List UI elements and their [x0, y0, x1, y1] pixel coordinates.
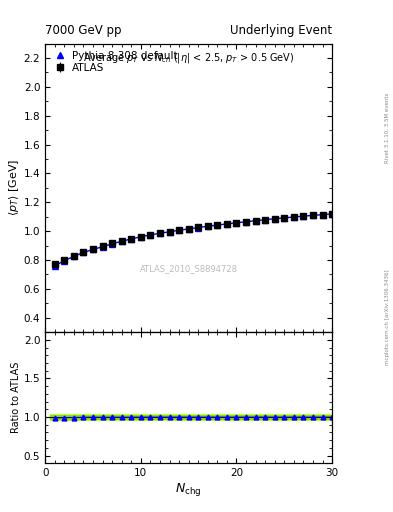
Text: mcplots.cern.ch [arXiv:1306.3436]: mcplots.cern.ch [arXiv:1306.3436]	[385, 270, 389, 365]
Pythia 8.308 default	[282, 215, 286, 221]
Pythia 8.308 default	[177, 227, 182, 233]
Text: Rivet 3.1.10, 3.5M events: Rivet 3.1.10, 3.5M events	[385, 93, 389, 163]
Text: Underlying Event: Underlying Event	[230, 24, 332, 37]
Pythia 8.308 default	[206, 223, 210, 229]
Pythia 8.308 default	[253, 218, 258, 224]
Pythia 8.308 default	[91, 246, 95, 252]
Text: Average $p_T$ vs $N_{ch}$ ($|\eta|$ < 2.5, $p_T$ > 0.5 GeV): Average $p_T$ vs $N_{ch}$ ($|\eta|$ < 2.…	[83, 51, 294, 65]
Pythia 8.308 default	[196, 224, 200, 230]
Pythia 8.308 default	[110, 241, 114, 247]
Pythia 8.308 default	[100, 244, 105, 250]
Pythia 8.308 default	[272, 216, 277, 222]
Y-axis label: $\langle p_T \rangle$ [GeV]: $\langle p_T \rangle$ [GeV]	[7, 159, 21, 217]
Pythia 8.308 default	[310, 212, 315, 219]
Y-axis label: Ratio to ATLAS: Ratio to ATLAS	[11, 362, 21, 434]
Pythia 8.308 default	[320, 211, 325, 218]
Line: Pythia 8.308 default: Pythia 8.308 default	[52, 211, 335, 269]
X-axis label: $N_{\rm chg}$: $N_{\rm chg}$	[175, 481, 202, 498]
Pythia 8.308 default	[234, 220, 239, 226]
Pythia 8.308 default	[330, 211, 334, 217]
Pythia 8.308 default	[81, 249, 86, 255]
Pythia 8.308 default	[52, 263, 57, 269]
Text: ATLAS_2010_S8894728: ATLAS_2010_S8894728	[140, 264, 238, 273]
Pythia 8.308 default	[301, 213, 306, 219]
Pythia 8.308 default	[138, 233, 143, 240]
Text: 7000 GeV pp: 7000 GeV pp	[45, 24, 122, 37]
Pythia 8.308 default	[292, 214, 296, 220]
Pythia 8.308 default	[158, 230, 162, 237]
Pythia 8.308 default	[167, 229, 172, 235]
Pythia 8.308 default	[148, 232, 153, 238]
Pythia 8.308 default	[129, 236, 134, 242]
Pythia 8.308 default	[62, 258, 67, 264]
Pythia 8.308 default	[186, 226, 191, 232]
Pythia 8.308 default	[244, 219, 248, 225]
Legend: Pythia 8.308 default, ATLAS: Pythia 8.308 default, ATLAS	[50, 49, 180, 75]
Pythia 8.308 default	[215, 222, 220, 228]
Pythia 8.308 default	[224, 221, 229, 227]
Pythia 8.308 default	[72, 253, 76, 260]
Pythia 8.308 default	[263, 217, 268, 223]
Pythia 8.308 default	[119, 238, 124, 244]
